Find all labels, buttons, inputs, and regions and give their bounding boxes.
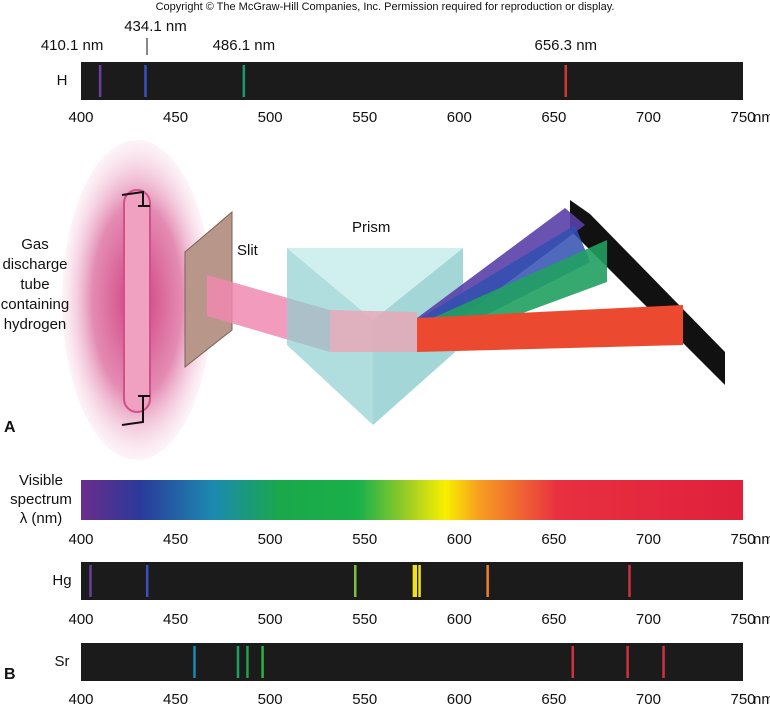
axis-unit: nm xyxy=(753,691,770,708)
x-tick-label: 750 xyxy=(730,611,755,628)
x-tick-label: 750 xyxy=(730,691,755,708)
x-tick-label: 550 xyxy=(352,691,377,708)
x-tick-label: 750 xyxy=(730,531,755,548)
element-label: Hg xyxy=(52,572,71,589)
x-tick-label: 400 xyxy=(68,109,93,126)
tube-label: tube xyxy=(20,276,49,293)
x-tick-label: 600 xyxy=(447,611,472,628)
x-tick-label: 600 xyxy=(447,691,472,708)
element-label: Sr xyxy=(55,653,70,670)
spectrum-bar xyxy=(81,643,743,681)
line-label: 656.3 nm xyxy=(534,37,597,54)
tube-label: Gas xyxy=(21,236,49,253)
x-tick-label: 650 xyxy=(541,531,566,548)
x-tick-label: 500 xyxy=(258,109,283,126)
visible-label: λ (nm) xyxy=(20,510,63,527)
axis-unit: nm xyxy=(753,611,770,628)
x-tick-label: 450 xyxy=(163,611,188,628)
tube-label: containing xyxy=(1,296,69,313)
line-label: 486.1 nm xyxy=(213,37,276,54)
x-tick-label: 400 xyxy=(68,691,93,708)
x-tick-label: 700 xyxy=(636,531,661,548)
axis-unit: nm xyxy=(753,531,770,548)
x-tick-label: 500 xyxy=(258,611,283,628)
element-label: H xyxy=(57,72,68,89)
x-tick-label: 650 xyxy=(541,611,566,628)
x-tick-label: 500 xyxy=(258,531,283,548)
x-tick-label: 600 xyxy=(447,109,472,126)
spectrum-bar xyxy=(81,562,743,600)
copyright: Copyright © The McGraw-Hill Companies, I… xyxy=(156,1,615,13)
prism-label: Prism xyxy=(352,219,390,236)
x-tick-label: 550 xyxy=(352,531,377,548)
x-tick-label: 600 xyxy=(447,531,472,548)
panel-label: B xyxy=(4,666,16,683)
x-tick-label: 750 xyxy=(730,109,755,126)
x-tick-label: 700 xyxy=(636,611,661,628)
visible-label: spectrum xyxy=(10,491,72,508)
panel-label: A xyxy=(4,419,16,436)
axis-unit: nm xyxy=(753,109,770,126)
visible-spectrum xyxy=(81,480,743,520)
visible-label: Visible xyxy=(19,472,63,489)
x-tick-label: 550 xyxy=(352,109,377,126)
x-tick-label: 400 xyxy=(68,611,93,628)
x-tick-label: 550 xyxy=(352,611,377,628)
line-label: 434.1 nm xyxy=(124,18,187,35)
spectrum-bar xyxy=(81,62,743,100)
x-tick-label: 650 xyxy=(541,691,566,708)
x-tick-label: 450 xyxy=(163,531,188,548)
x-tick-label: 400 xyxy=(68,531,93,548)
tube-label: discharge xyxy=(2,256,67,273)
x-tick-label: 450 xyxy=(163,691,188,708)
apparatus xyxy=(62,140,725,460)
tube-label: hydrogen xyxy=(4,316,67,333)
x-tick-label: 650 xyxy=(541,109,566,126)
x-tick-label: 500 xyxy=(258,691,283,708)
line-label: 410.1 nm xyxy=(41,37,104,54)
slit-label: Slit xyxy=(237,242,259,259)
x-tick-label: 700 xyxy=(636,109,661,126)
x-tick-label: 700 xyxy=(636,691,661,708)
x-tick-label: 450 xyxy=(163,109,188,126)
